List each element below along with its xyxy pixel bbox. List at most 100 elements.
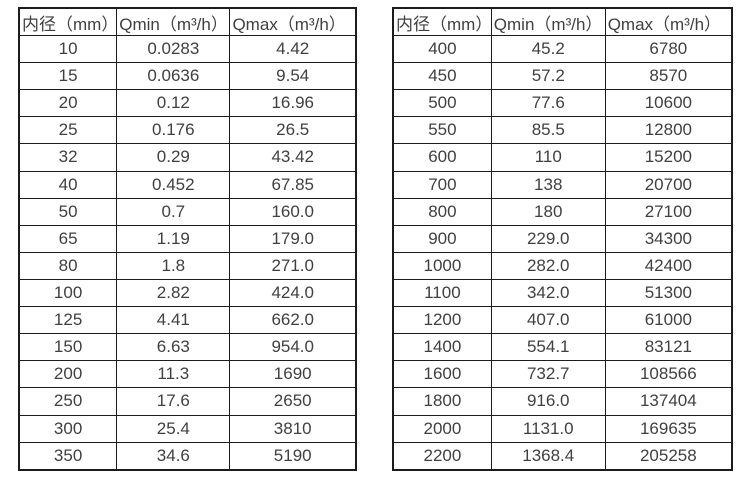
diameter-cell: 500 [392,89,492,118]
table-row: 2000 1131.0 169635 [392,414,733,443]
table-row: 600 110 15200 [392,143,733,172]
header-qmin: Qmin（m³/h） [116,7,231,36]
qmax-cell: 137404 [604,387,733,416]
table-row: 1000 282.0 42400 [392,251,733,280]
qmin-cell: 554.1 [490,333,606,362]
qmin-cell: 1.8 [116,251,231,280]
qmin-cell: 77.6 [490,89,606,118]
qmax-cell: 424.0 [229,278,357,308]
table-row: 1800 916.0 137404 [392,387,733,416]
diameter-cell: 1600 [392,360,492,389]
qmax-cell: 83121 [604,333,733,362]
qmax-cell: 26.5 [229,116,357,145]
table-row: 200 11.3 1690 [18,360,357,389]
qmin-cell: 1368.4 [490,441,606,471]
qmax-cell: 9.54 [229,62,357,91]
qmax-cell: 5190 [229,441,357,471]
qmax-cell: 6780 [604,34,733,64]
table-row: 15 0.0636 9.54 [18,62,357,91]
qmax-cell: 16.96 [229,89,357,118]
table-row: 1200 407.0 61000 [392,306,733,335]
table-row: 25 0.176 26.5 [18,116,357,145]
qmax-cell: 43.42 [229,143,357,172]
diameter-cell: 125 [18,306,118,335]
diameter-cell: 10 [18,34,118,64]
qmax-cell: 2650 [229,387,357,416]
table-row: 150 6.63 954.0 [18,333,357,362]
qmin-cell: 138 [490,170,606,199]
diameter-cell: 250 [18,387,118,416]
diameter-cell: 50 [18,197,118,226]
qmin-cell: 0.0636 [116,62,231,91]
qmax-cell: 61000 [604,306,733,335]
qmax-cell: 179.0 [229,224,357,253]
diameter-cell: 600 [392,143,492,172]
qmax-cell: 3810 [229,414,357,443]
qmin-cell: 732.7 [490,360,606,389]
qmin-cell: 4.41 [116,306,231,335]
header-qmin: Qmin（m³/h） [490,7,606,36]
qmax-cell: 27100 [604,197,733,226]
qmin-cell: 1.19 [116,224,231,253]
qmin-cell: 85.5 [490,116,606,145]
qmax-cell: 34300 [604,224,733,253]
qmin-cell: 916.0 [490,387,606,416]
table-row: 80 1.8 271.0 [18,251,357,280]
qmin-cell: 0.29 [116,143,231,172]
qmin-cell: 0.452 [116,170,231,199]
qmin-cell: 0.7 [116,197,231,226]
qmax-cell: 4.42 [229,34,357,64]
table-row: 350 34.6 5190 [18,441,357,471]
qmax-cell: 271.0 [229,251,357,280]
diameter-cell: 15 [18,62,118,91]
qmax-cell: 20700 [604,170,733,199]
flow-rate-table-small-diameters: 内径（mm） Qmin（m³/h） Qmax（m³/h） 10 0.0283 4.4… [18,7,357,471]
diameter-cell: 40 [18,170,118,199]
qmax-cell: 15200 [604,143,733,172]
qmin-cell: 57.2 [490,62,606,91]
qmin-cell: 25.4 [116,414,231,443]
header-row: 内径（mm） Qmin（m³/h） Qmax（m³/h） [18,7,357,36]
table-row: 450 57.2 8570 [392,62,733,91]
qmin-cell: 0.0283 [116,34,231,64]
header-row: 内径（mm） Qmin（m³/h） Qmax（m³/h） [392,7,733,36]
diameter-cell: 400 [392,34,492,64]
qmax-cell: 108566 [604,360,733,389]
qmax-cell: 205258 [604,441,733,471]
table-row: 1600 732.7 108566 [392,360,733,389]
table-row: 20 0.12 16.96 [18,89,357,118]
table-body: 400 45.2 6780 450 57.2 8570 500 77.6 10600 550 85.… [392,34,733,471]
qmin-cell: 407.0 [490,306,606,335]
qmax-cell: 42400 [604,251,733,280]
table-row: 1400 554.1 83121 [392,333,733,362]
qmax-cell: 8570 [604,62,733,91]
qmin-cell: 11.3 [116,360,231,389]
qmin-cell: 180 [490,197,606,226]
diameter-cell: 450 [392,62,492,91]
diameter-cell: 32 [18,143,118,172]
diameter-cell: 2200 [392,441,492,471]
table-row: 700 138 20700 [392,170,733,199]
table-row: 10 0.0283 4.42 [18,34,357,64]
qmax-cell: 662.0 [229,306,357,335]
qmax-cell: 160.0 [229,197,357,226]
table-row: 500 77.6 10600 [392,89,733,118]
table-row: 550 85.5 12800 [392,116,733,145]
diameter-cell: 200 [18,360,118,389]
qmax-cell: 12800 [604,116,733,145]
diameter-cell: 350 [18,441,118,471]
qmin-cell: 342.0 [490,278,606,308]
qmin-cell: 282.0 [490,251,606,280]
table-row: 40 0.452 67.85 [18,170,357,199]
table-row: 900 229.0 34300 [392,224,733,253]
qmax-cell: 51300 [604,278,733,308]
header-diameter: 内径（mm） [18,7,118,36]
qmin-cell: 6.63 [116,333,231,362]
qmin-cell: 17.6 [116,387,231,416]
diameter-cell: 2000 [392,414,492,443]
qmin-cell: 0.12 [116,89,231,118]
qmin-cell: 110 [490,143,606,172]
header-qmax: Qmax（m³/h） [229,7,357,36]
diameter-cell: 80 [18,251,118,280]
